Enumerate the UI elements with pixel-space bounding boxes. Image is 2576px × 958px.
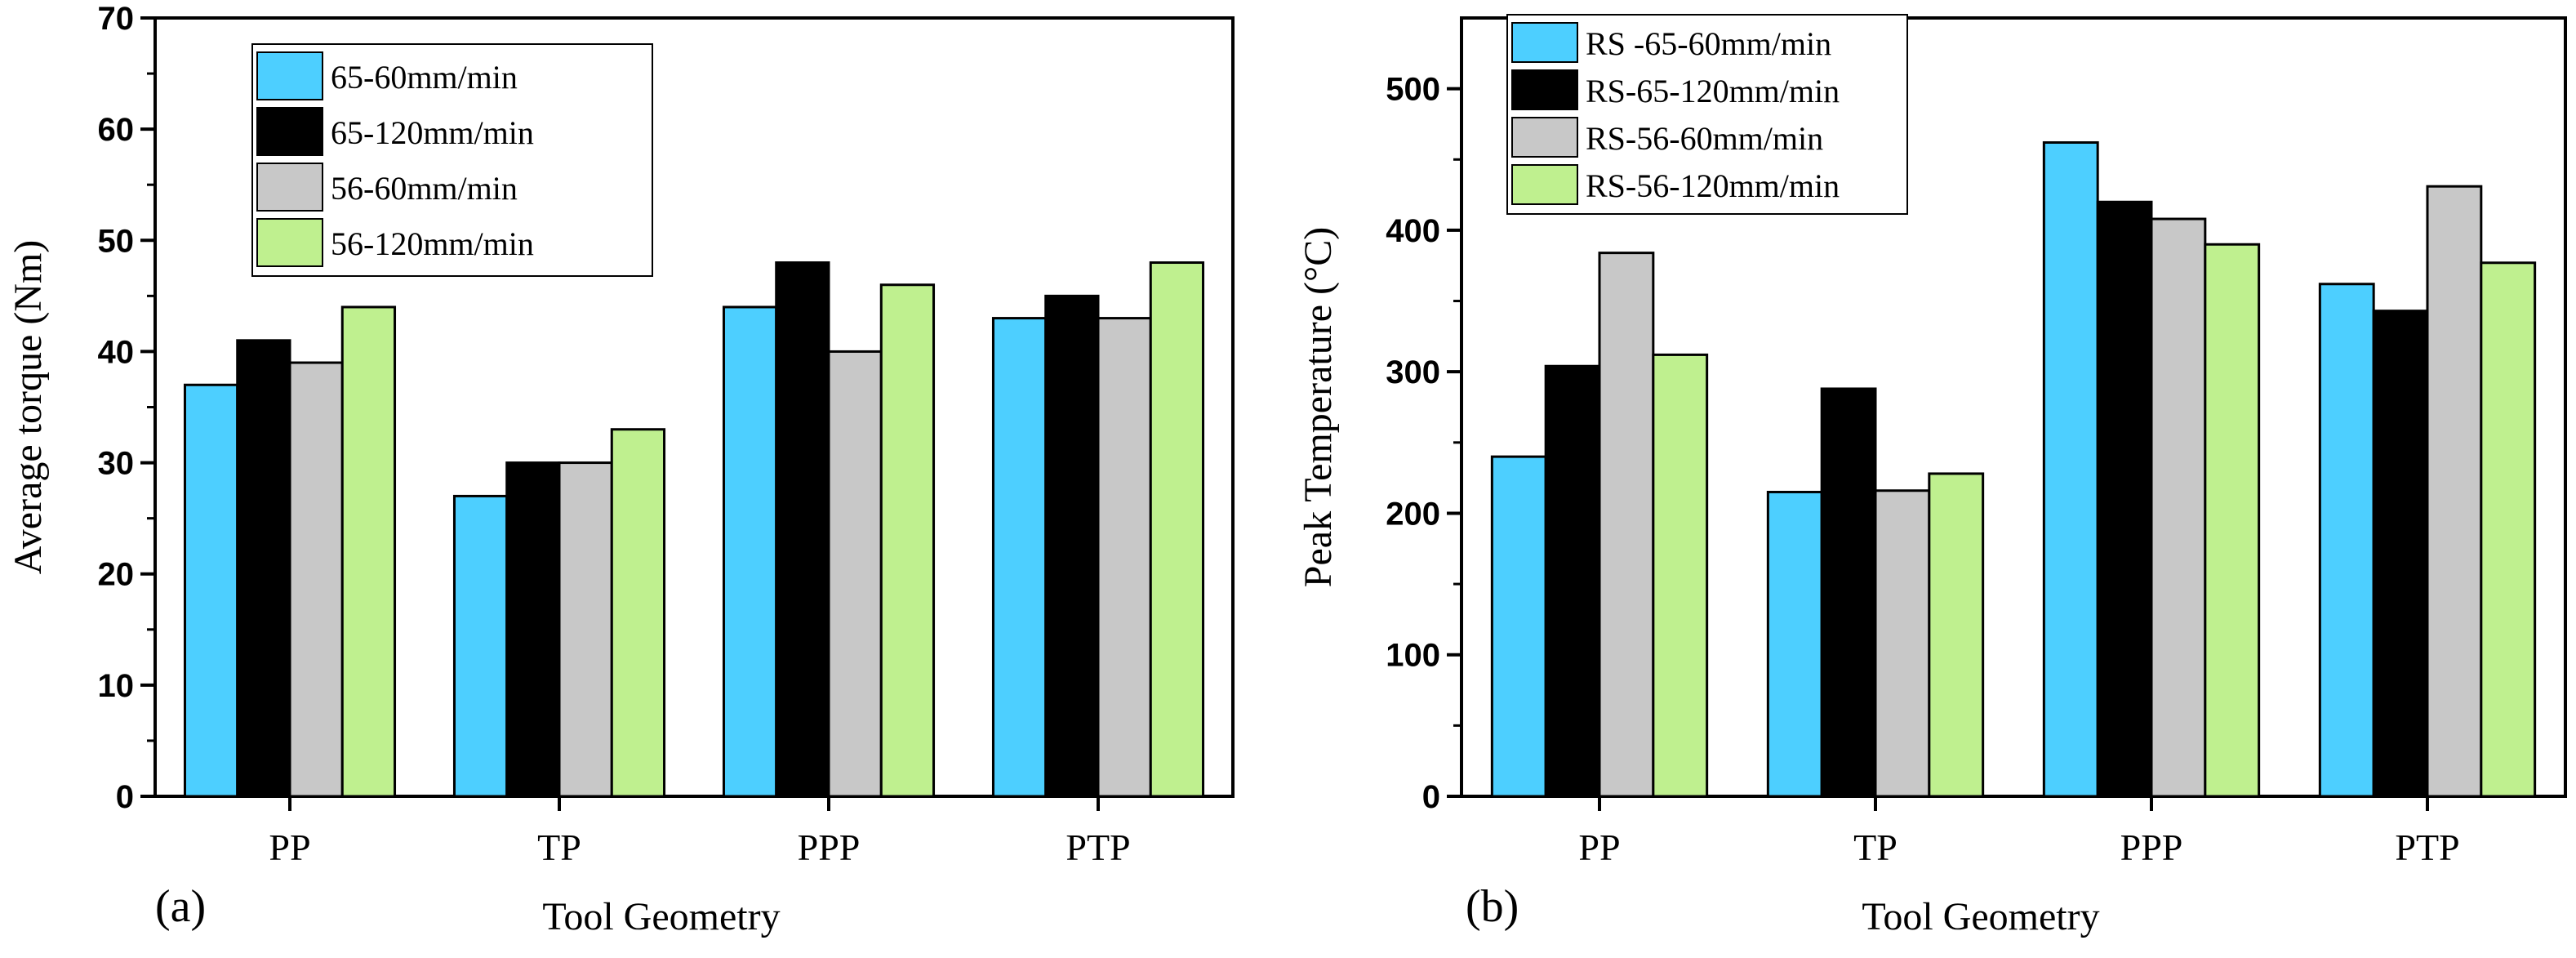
y-tick-label: 50 — [98, 223, 135, 259]
legend-label-2: RS-65-120mm/min — [1586, 73, 1840, 109]
x-axis-title: Tool Geometry — [1862, 895, 2099, 938]
legend-swatch-4 — [1511, 164, 1578, 205]
y-tick-label: 200 — [1386, 496, 1440, 532]
bar-pp-series-3 — [288, 361, 344, 798]
bar-pp-series-4 — [340, 305, 397, 798]
legend-swatch-1 — [256, 51, 323, 100]
legend-swatch-4 — [256, 218, 323, 267]
legend-label-4: RS-56-120mm/min — [1586, 167, 1840, 204]
y-axis-title: Peak Temperature (°C) — [1297, 227, 1340, 587]
bar-pp-series-2 — [1544, 364, 1601, 798]
legend-label-2: 65-120mm/min — [331, 114, 534, 151]
x-tick-label: PP — [269, 827, 310, 868]
y-tick-label: 400 — [1386, 213, 1440, 249]
bar-ptp-series-3 — [2426, 185, 2483, 798]
bar-pp-series-4 — [1652, 353, 1709, 798]
y-tick-label: 100 — [1386, 638, 1440, 674]
y-tick-label: 30 — [98, 446, 135, 482]
panel-label: (b) — [1466, 881, 1519, 932]
legend-swatch-1 — [1511, 22, 1578, 63]
bar-tp-series-3 — [558, 461, 613, 798]
panel-label: (a) — [155, 881, 206, 932]
bar-tp-series-1 — [452, 494, 509, 798]
bar-tp-series-1 — [1766, 490, 1823, 798]
bar-tp-series-4 — [610, 428, 666, 798]
bar-ptp-series-1 — [991, 317, 1048, 798]
y-tick-label: 0 — [116, 779, 134, 815]
bar-ptp-series-4 — [2480, 261, 2537, 798]
legend-swatch-2 — [256, 107, 323, 156]
bar-ppp-series-2 — [775, 261, 830, 798]
y-tick-label: 70 — [98, 1, 135, 37]
y-tick-label: 60 — [98, 112, 135, 148]
bar-tp-series-3 — [1874, 489, 1931, 798]
x-tick-label: TP — [1853, 827, 1898, 868]
bar-pp-series-1 — [183, 383, 239, 798]
bar-ptp-series-1 — [2318, 283, 2375, 798]
y-tick-label: 10 — [98, 668, 135, 704]
x-tick-label: PPP — [798, 827, 861, 868]
y-tick-label: 20 — [98, 557, 135, 593]
x-tick-label: PTP — [1066, 827, 1130, 868]
bar-ptp-series-2 — [1044, 294, 1100, 798]
y-tick-label: 500 — [1386, 72, 1440, 108]
legend-label-1: 65-60mm/min — [331, 59, 518, 96]
bar-ptp-series-4 — [1149, 261, 1205, 798]
x-tick-label: TP — [537, 827, 581, 868]
y-tick-label: 300 — [1386, 354, 1440, 390]
legend-label-3: 56-60mm/min — [331, 170, 518, 207]
legend-swatch-3 — [256, 163, 323, 212]
legend-swatch-2 — [1511, 69, 1578, 110]
chart-panel-a: 0 10 20 30 40 50 60 70 PP TP PPP PTP Tool Geometry Av… — [7, 1, 1235, 938]
legend: RS -65-60mm/min RS-65-120mm/min RS-56-60mm… — [1506, 14, 1908, 215]
bar-pp-series-2 — [236, 339, 291, 798]
x-tick-label: PTP — [2395, 827, 2459, 868]
bar-ppp-series-4 — [879, 283, 936, 798]
chart-panel-b: 0 100 200 300 400 500 PP TP PPP PTP Tool Geometry P… — [1297, 14, 2567, 938]
legend: 65-60mm/min 65-120mm/min 56-60mm/min 56-120… — [251, 43, 653, 277]
bar-tp-series-2 — [1820, 387, 1877, 798]
legend-label-1: RS -65-60mm/min — [1586, 25, 1831, 62]
bar-ptp-series-2 — [2372, 310, 2429, 798]
y-axis-title: Average torque (Nm) — [7, 240, 50, 575]
bar-pp-series-3 — [1598, 252, 1655, 798]
y-tick-label: 40 — [98, 334, 135, 370]
x-tick-label: PP — [1578, 827, 1620, 868]
bar-tp-series-4 — [1928, 472, 1985, 798]
x-tick-label: PPP — [2120, 827, 2183, 868]
bar-ppp-series-4 — [2204, 243, 2261, 798]
bar-ppp-series-2 — [2096, 200, 2153, 798]
bar-ptp-series-3 — [1097, 317, 1152, 798]
legend-label-3: RS-56-60mm/min — [1586, 120, 1823, 157]
legend-swatch-3 — [1511, 117, 1578, 158]
bar-ppp-series-3 — [2150, 217, 2207, 798]
bar-ppp-series-1 — [722, 305, 778, 798]
bar-pp-series-1 — [1490, 455, 1547, 798]
bar-ppp-series-1 — [2042, 140, 2099, 798]
legend-label-4: 56-120mm/min — [331, 225, 534, 262]
bar-ppp-series-3 — [827, 350, 883, 798]
plot-frame — [1460, 16, 2567, 798]
y-tick-label: 0 — [1422, 779, 1440, 815]
x-axis-title: Tool Geometry — [542, 895, 780, 938]
bar-tp-series-2 — [505, 461, 561, 798]
